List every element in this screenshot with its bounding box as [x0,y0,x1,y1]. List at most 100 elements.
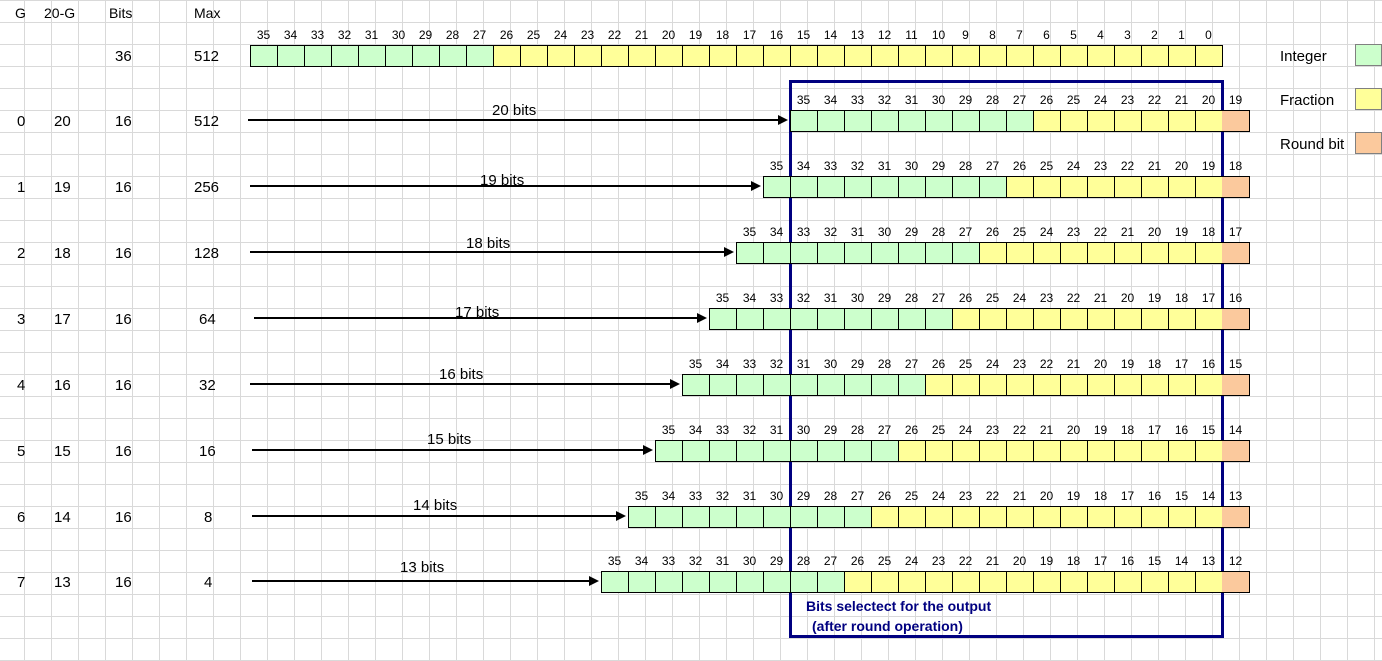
bit-number: 32 [796,291,811,305]
bit-number: 34 [688,423,703,437]
bit-cell [358,45,386,67]
row-bits-value: 16 [115,179,132,196]
bit-cell [979,506,1007,528]
bit-number: 14 [1174,554,1189,568]
row-20-minus-g-value: 15 [54,443,71,460]
bit-cell [1033,506,1061,528]
row-g-value: 3 [17,311,26,328]
bit-cell [1195,374,1223,396]
bit-number: 17 [1093,554,1108,568]
row-bits-value: 16 [115,377,132,394]
bit-cell [817,571,845,593]
bit-number: 20 [1120,291,1135,305]
bit-cell [385,45,413,67]
row-g-value: 7 [17,574,26,591]
bit-cell [736,308,764,330]
bit-cell [1168,374,1196,396]
bit-cell [1060,440,1088,462]
bit-number: 8 [989,28,996,42]
bit-number: 24 [904,554,919,568]
bit-number: 28 [877,357,892,371]
bit-cell [1141,506,1169,528]
bit-cell [898,242,926,264]
bit-number: 35 [256,28,271,42]
bit-number: 34 [661,489,676,503]
bit-cell [736,506,764,528]
bit-number: 31 [742,489,757,503]
bit-cell [844,242,872,264]
bit-cell [547,45,575,67]
bit-cell [709,506,737,528]
bit-number: 11 [905,28,918,42]
bit-number: 29 [877,291,892,305]
bit-cell [925,110,953,132]
bit-cell [871,506,899,528]
bit-cell [844,45,872,67]
bit-number: 19 [1174,225,1189,239]
bit-cell [655,571,683,593]
bit-cell [790,45,818,67]
bit-number: 31 [877,159,892,173]
row-max-value: 64 [199,311,216,328]
bit-cell [1114,176,1142,198]
bit-number: 21 [1174,93,1189,107]
bit-number: 21 [1012,489,1027,503]
bit-number: 23 [1066,225,1081,239]
bit-cell [1114,374,1142,396]
bit-cell [817,45,845,67]
bit-number: 20 [1012,554,1027,568]
bit-cell [709,308,737,330]
bit-cell [1087,308,1115,330]
bit-number: 23 [985,423,1000,437]
bit-number: 35 [688,357,703,371]
bit-cell [1060,110,1088,132]
row-bits-value: 16 [115,509,132,526]
bit-number: 3 [1124,28,1131,42]
bit-number: 28 [904,291,919,305]
bit-number: 22 [1093,225,1108,239]
row-20-minus-g-value: 18 [54,245,71,262]
round-bit-cell [1222,242,1250,264]
bit-cell [493,45,521,67]
arrow-label: 17 bits [455,304,500,321]
bit-cell [1087,242,1115,264]
bit-number: 25 [904,489,919,503]
row-g-value: 5 [17,443,26,460]
bit-number: 34 [283,28,298,42]
bit-cell [655,506,683,528]
row-g-value: 6 [17,509,26,526]
bit-cell [790,506,818,528]
row-20-minus-g-value: 17 [54,311,71,328]
bit-cell [898,506,926,528]
bit-number: 26 [499,28,514,42]
bit-number: 27 [985,159,1000,173]
row-max-value: 32 [199,377,216,394]
bit-cell [898,176,926,198]
bit-number: 24 [1066,159,1081,173]
round-bit-cell [1222,506,1250,528]
header-max: Max [194,5,221,21]
bit-cell [844,176,872,198]
output-selection-box [789,80,1224,638]
row-arrow [250,379,680,389]
row-max-value: 8 [204,509,213,526]
bit-cell [952,440,980,462]
bit-number: 17 [1120,489,1135,503]
bit-cell [844,374,872,396]
bit-cell [736,571,764,593]
bit-cell [1060,506,1088,528]
bit-number: 1 [1178,28,1185,42]
bit-number: 19 [1039,554,1054,568]
bit-number: 9 [962,28,969,42]
bit-cell [628,45,656,67]
row-arrow [250,247,734,257]
bit-number: 33 [742,357,757,371]
bit-cell [1168,571,1196,593]
bit-cell [925,45,953,67]
bit-cell [1060,45,1088,67]
bit-cell [736,374,764,396]
bit-number: 15 [796,28,811,42]
bit-number: 6 [1043,28,1050,42]
bit-cell [1168,176,1196,198]
bit-cell [1141,374,1169,396]
